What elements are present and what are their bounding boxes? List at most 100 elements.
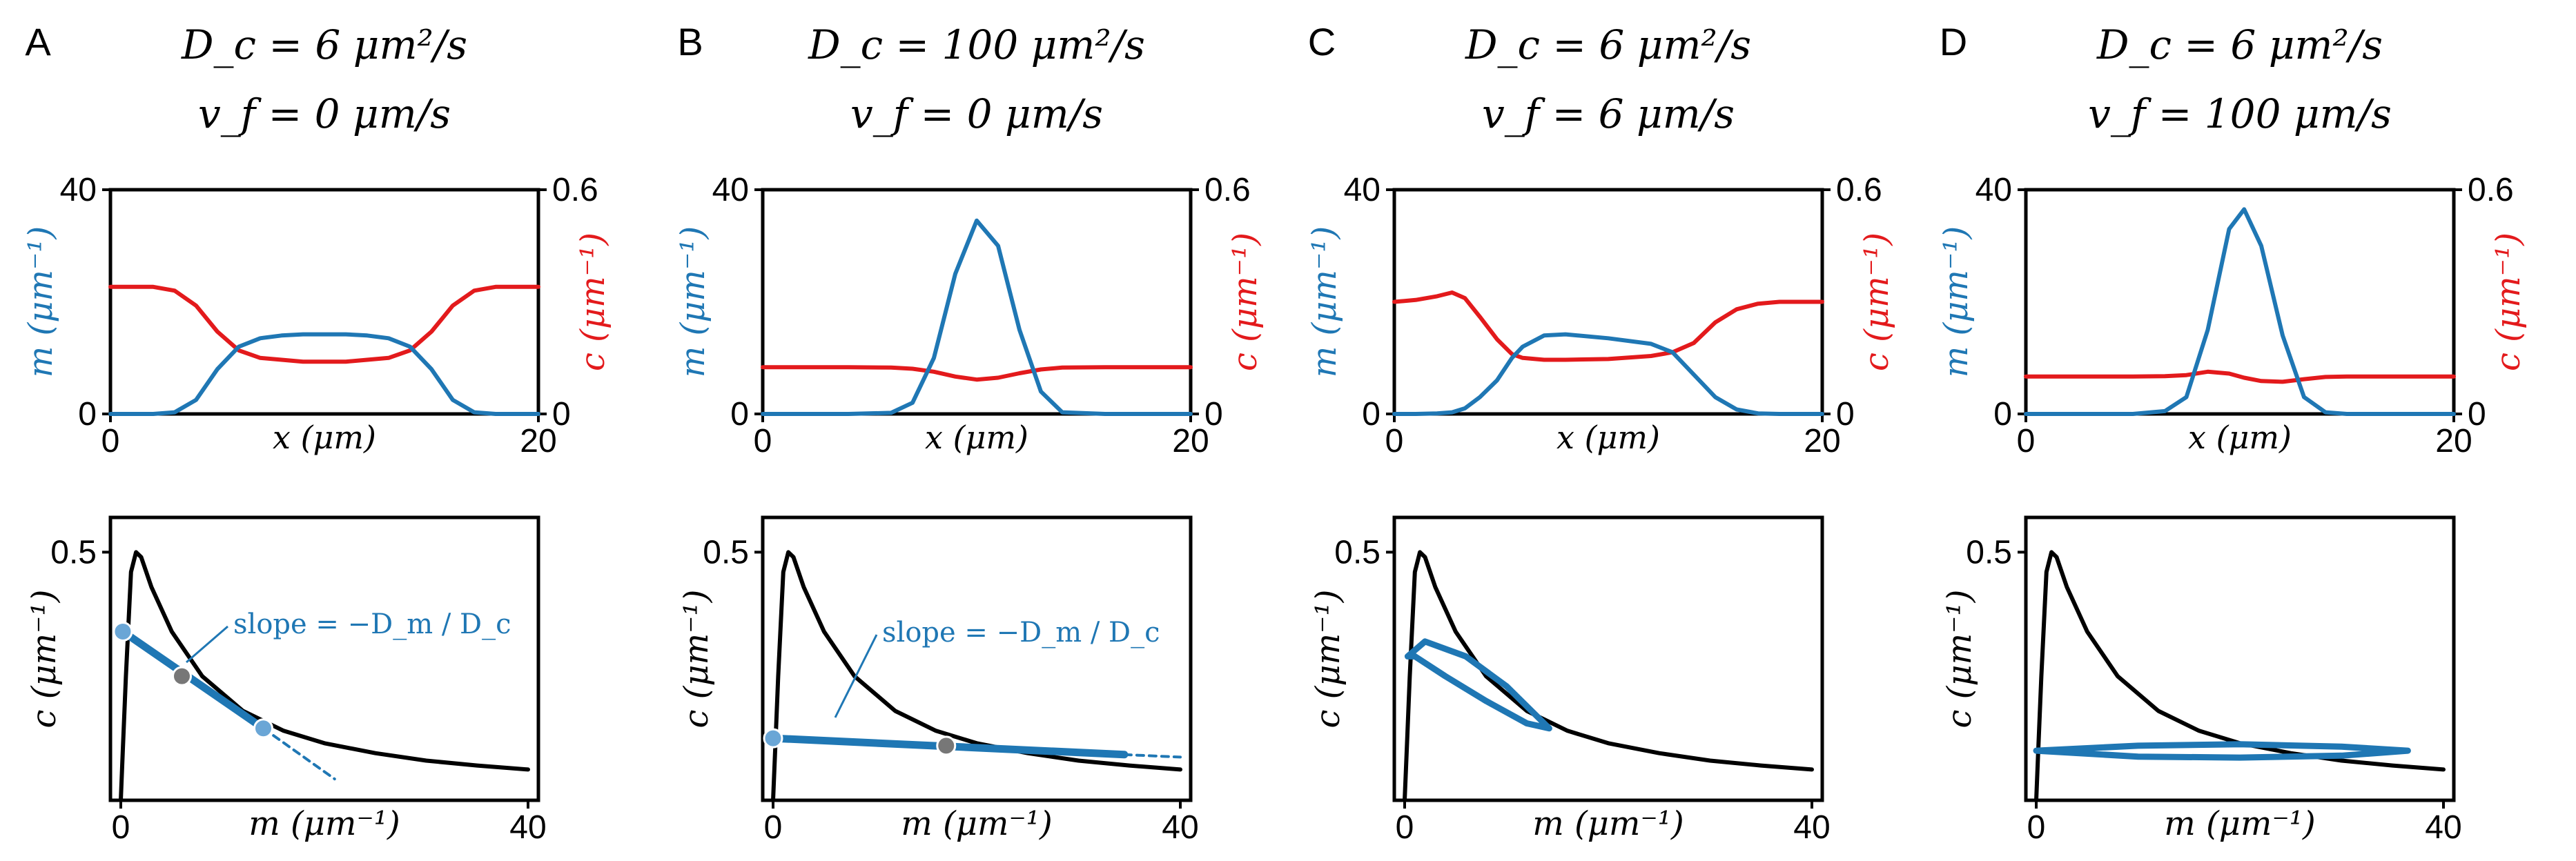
phase-x-label: m (μm⁻¹) [2164,804,2316,843]
slope-annotation-text: slope = −D_m / D_c [233,608,511,640]
profile-m-tick-label: 0 [730,396,749,433]
panel-letter: B [677,20,703,63]
phase-plot: 0 40 0.5 m (μm⁻¹) c (μm⁻¹) slope = −D_m / D_c [25,515,547,846]
phase-x-tick-label: 0 [112,809,130,846]
panel-title-line2: v_f = 6 μm/s [1482,90,1735,137]
profile-x-tick-label: 0 [1385,423,1404,459]
profile-x-label: x (μm) [273,419,376,456]
profile-c-tick-label: 0.6 [1836,172,1882,208]
profile-c-tick-label: 0.6 [552,172,598,208]
profile-m-tick-label: 0 [78,396,97,433]
m-profile-line [2024,207,2456,416]
trajectory-line [119,627,267,733]
profile-x-tick-label: 0 [2017,423,2036,459]
panel-title-line2: v_f = 100 μm/s [2088,90,2392,137]
profile-m-label: m (μm⁻¹) [1305,226,1344,378]
profile-x-tick-label: 20 [2435,423,2472,459]
profile-m-label: m (μm⁻¹) [1937,226,1975,378]
fixed-point [172,666,192,686]
nullcline-curve [1403,550,1814,802]
panel-letter: A [25,20,51,63]
phase-frame [2024,515,2456,802]
c-profile-line [761,365,1193,382]
profile-x-tick-label: 20 [520,423,556,459]
phase-plot: 0 40 0.5 m (μm⁻¹) c (μm⁻¹) [1309,515,1831,846]
trajectory-loop [2033,741,2411,761]
slope-annotation: slope = −D_m / D_c [834,617,1160,718]
m-profile-line [761,218,1193,416]
phase-y-label: c (μm⁻¹) [677,590,716,729]
profile-m-tick-label: 40 [60,172,97,208]
panel-title-line1: D_c = 6 μm²/s [1465,21,1751,68]
c-profile-line [2024,369,2456,384]
profile-m-tick-label: 0 [1993,396,2012,433]
phase-frame [1392,515,1824,802]
profile-c-tick-label: 0.6 [1204,172,1251,208]
phase-x-tick-label: 0 [1396,809,1414,846]
panel-title-line1: D_c = 6 μm²/s [181,21,467,68]
phase-x-tick-label: 40 [1162,809,1198,846]
panel-title-line2: v_f = 0 μm/s [198,90,451,137]
phase-x-tick-label: 40 [2425,809,2461,846]
profile-c-tick-label: 0 [1836,396,1855,433]
profile-m-label: m (μm⁻¹) [21,226,60,378]
phase-y-tick-label: 0.5 [50,534,97,571]
profile-x-label: x (μm) [2188,419,2292,456]
fixed-point [253,718,273,739]
phase-frame [761,515,1193,802]
profile-m-tick-label: 40 [1975,172,2012,208]
profile-c-tick-label: 0 [1204,396,1223,433]
profile-x-label: x (μm) [1557,419,1660,456]
fixed-point [113,621,133,642]
phase-x-tick-label: 40 [1793,809,1830,846]
profile-x-tick-label: 0 [101,423,120,459]
panel-title-line1: D_c = 6 μm²/s [2096,21,2383,68]
profile-c-tick-label: 0 [552,396,571,433]
profile-m-tick-label: 0 [1362,396,1380,433]
profile-x-tick-label: 20 [1172,423,1209,459]
slope-annotation: slope = −D_m / D_c [186,608,511,664]
phase-y-tick-label: 0.5 [703,534,749,571]
phase-y-tick-label: 0.5 [1334,534,1380,571]
phase-x-tick-label: 0 [2027,809,2046,846]
nullcline-curve [771,550,1182,802]
profile-m-label: m (μm⁻¹) [674,226,712,378]
phase-x-tick-label: 0 [764,809,783,846]
phase-x-label: m (μm⁻¹) [248,804,400,843]
phase-frame [108,515,540,802]
profile-m-tick-label: 40 [712,172,749,208]
fixed-point [936,735,957,756]
profile-x-tick-label: 0 [754,423,772,459]
profile-c-tick-label: 0 [2468,396,2486,433]
c-profile-line [1392,290,1824,362]
profile-frame [2024,188,2456,416]
panel-title-line2: v_f = 0 μm/s [850,90,1103,137]
fixed-point [763,728,783,749]
phase-y-label: c (μm⁻¹) [1309,590,1347,729]
annotation-leader [186,625,228,664]
phase-plot: 0 40 0.5 m (μm⁻¹) c (μm⁻¹) slope = −D_m / D_c [677,515,1199,846]
profile-c-label: c (μm⁻¹) [574,232,612,371]
phase-y-tick-label: 0.5 [1966,534,2012,571]
profile-frame [108,188,540,416]
m-profile-line [108,332,540,416]
phase-y-label: c (μm⁻¹) [25,590,64,729]
panel-title-line1: D_c = 100 μm²/s [808,21,1145,68]
m-profile-line [1392,332,1824,416]
phase-x-label: m (μm⁻¹) [1532,804,1684,843]
slope-dashed-line [262,726,336,781]
profile-x-tick-label: 20 [1804,423,1840,459]
profile-c-label: c (μm⁻¹) [1857,232,1896,371]
profile-c-label: c (μm⁻¹) [1226,232,1265,371]
slope-dashed-line [1122,753,1182,759]
phase-y-label: c (μm⁻¹) [1940,590,1979,729]
